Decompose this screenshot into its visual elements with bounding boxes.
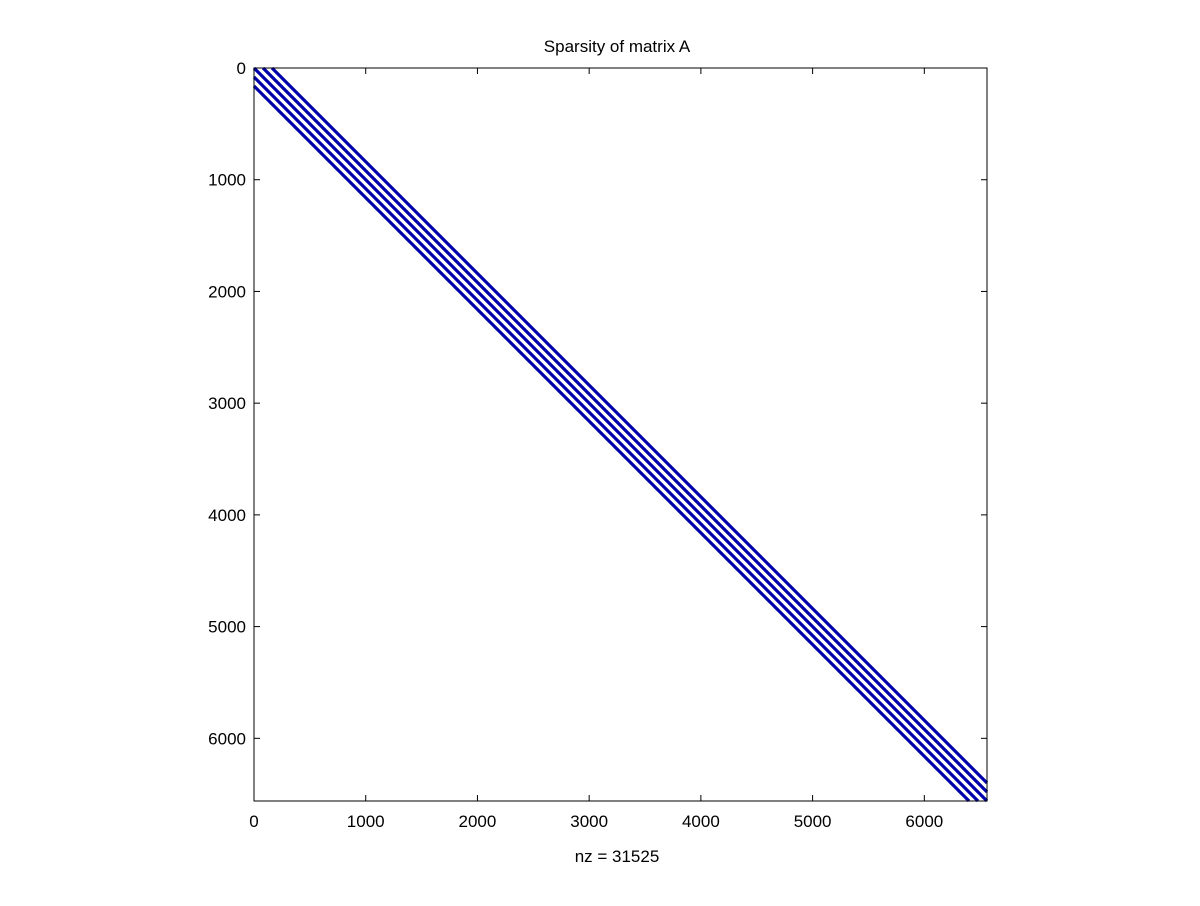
nonzero-band-4 bbox=[270, 66, 989, 785]
x-tick-label-0: 0 bbox=[249, 812, 258, 831]
nonzero-band-1 bbox=[252, 75, 980, 803]
x-tick-label-1: 1000 bbox=[347, 812, 385, 831]
nonzero-bands bbox=[252, 66, 989, 803]
y-tick-label-5: 5000 bbox=[208, 618, 246, 637]
plot-frame bbox=[253, 67, 988, 802]
x-tick-label-5: 5000 bbox=[794, 812, 832, 831]
y-tick-label-4: 4000 bbox=[208, 506, 246, 525]
nonzero-band-0 bbox=[252, 66, 989, 803]
x-tick-label-6: 6000 bbox=[905, 812, 943, 831]
y-tick-label-6: 6000 bbox=[208, 729, 246, 748]
x-axis-label: nz = 31525 bbox=[575, 847, 660, 866]
x-axis-ticks: 0 1000 2000 3000 4000 5000 6000 bbox=[249, 68, 943, 831]
nonzero-band-3 bbox=[252, 84, 971, 803]
y-tick-label-3: 3000 bbox=[208, 394, 246, 413]
x-tick-label-4: 4000 bbox=[682, 812, 720, 831]
y-tick-label-0: 0 bbox=[237, 59, 246, 78]
chart-title: Sparsity of matrix A bbox=[544, 37, 691, 56]
y-axis-ticks: 0 1000 2000 3000 4000 5000 6000 bbox=[208, 59, 987, 748]
nonzero-band-2 bbox=[261, 66, 989, 794]
x-tick-label-3: 3000 bbox=[570, 812, 608, 831]
y-tick-label-2: 2000 bbox=[208, 282, 246, 301]
x-tick-label-2: 2000 bbox=[459, 812, 497, 831]
y-tick-label-1: 1000 bbox=[208, 171, 246, 190]
